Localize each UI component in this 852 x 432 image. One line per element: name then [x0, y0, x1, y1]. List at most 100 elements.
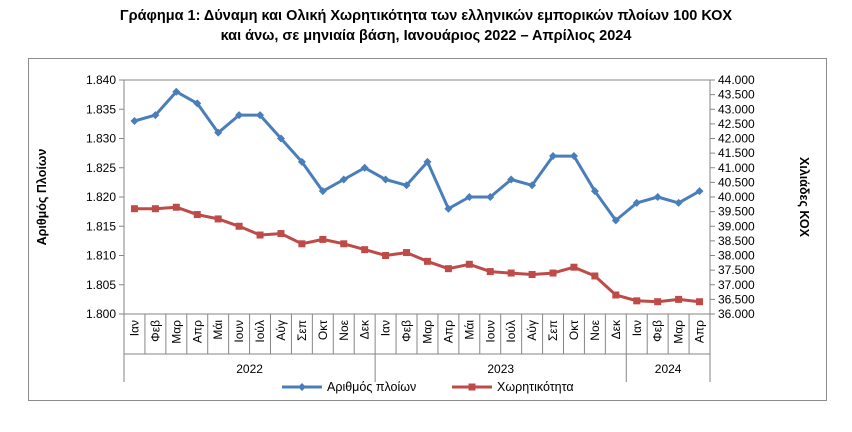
y2-tick-label: 38.500 [718, 234, 755, 248]
x-tick-label: Ιουν [483, 320, 497, 343]
y-tick-label: 1.835 [86, 102, 116, 116]
x-tick-label: Δεκ [358, 319, 372, 339]
series-2-point [675, 295, 683, 303]
y2-tick-label: 41.500 [718, 146, 755, 160]
x-tick-label: Δεκ [609, 319, 623, 339]
y2-tick-label: 36.500 [718, 292, 755, 306]
series-2-point [570, 263, 578, 271]
x-tick-label: Νοε [337, 319, 351, 340]
series-1-point [172, 87, 181, 96]
series-1-point [674, 198, 683, 207]
x-tick-label: Οκτ [316, 320, 330, 340]
x-tick-label: Αύγ [274, 320, 288, 341]
series-1-point [339, 175, 348, 184]
series-1-point [528, 181, 537, 190]
x-tick-label: Απρ [693, 320, 707, 343]
series-1-point [632, 198, 641, 207]
series-1-point [318, 187, 327, 196]
y-tick-label: 1.825 [86, 161, 116, 175]
series-1-point [360, 163, 369, 172]
y-axis-title: Αριθμός Πλοίων [35, 149, 49, 246]
series-2-point [612, 291, 620, 299]
series-2-point [465, 260, 473, 268]
chart-title-line-2: και άνω, σε μηνιαία βάση, Ιανουάριος 202… [220, 28, 632, 44]
chart-title: Γράφημα 1: Δύναμη και Ολική Χωρητικότητα… [0, 6, 852, 46]
y2-tick-label: 39.500 [718, 205, 755, 219]
series-2-point [298, 240, 306, 248]
y-tick-label: 1.815 [86, 219, 116, 233]
series-1-point [276, 134, 285, 143]
series-2-point [151, 205, 159, 213]
series-2-point [507, 269, 515, 277]
series-1-point [611, 216, 620, 225]
series-2-point [130, 205, 138, 213]
y-tick-label: 1.800 [86, 307, 116, 321]
series-2-point [193, 211, 201, 219]
series-2-point [549, 269, 557, 277]
series-1-point [381, 175, 390, 184]
series-1-point [235, 111, 244, 120]
y2-tick-label: 41.000 [718, 161, 755, 175]
year-label: 2022 [236, 362, 263, 376]
series-1-point [590, 187, 599, 196]
legend-label-1: Αριθμός πλοίων [327, 380, 416, 394]
series-1-point [465, 193, 474, 201]
x-tick-label: Μαρ [420, 320, 434, 344]
y2-tick-label: 40.000 [718, 190, 755, 204]
series-2-point [654, 298, 662, 306]
series-1-point [569, 152, 578, 161]
y2-tick-label: 42.000 [718, 132, 755, 146]
x-tick-label: Ιαν [127, 320, 141, 336]
series-2-point [340, 240, 348, 248]
x-tick-label: Φεβ [651, 320, 665, 342]
series-2-point [172, 203, 180, 211]
series-2-point [633, 297, 641, 305]
y2-tick-label: 38.000 [718, 249, 755, 263]
series-1-point [402, 181, 411, 190]
x-tick-label: Σεπ [295, 320, 309, 341]
y-tick-label: 1.810 [86, 249, 116, 263]
series-1-point [130, 116, 139, 125]
series-1-point [653, 193, 662, 201]
series-2-point [423, 257, 431, 265]
series-2-point [235, 222, 243, 230]
x-tick-label: Μάι [211, 320, 225, 340]
series-2-point [591, 272, 599, 280]
y-tick-label: 1.830 [86, 132, 116, 146]
series-1-point [507, 175, 516, 184]
series-1-point [486, 193, 495, 201]
series-1-point [444, 204, 453, 213]
series-2-point [696, 298, 704, 306]
series-1-point [151, 111, 160, 120]
series-2-point [403, 249, 411, 257]
y2-tick-label: 39.000 [718, 219, 755, 233]
x-tick-label: Φεβ [400, 320, 414, 342]
x-tick-label: Μάι [462, 320, 476, 340]
x-tick-label: Μαρ [169, 320, 183, 344]
y2-tick-label: 43.500 [718, 88, 755, 102]
series-2-point [361, 246, 369, 254]
series-1-point [695, 187, 704, 196]
x-tick-label: Νοε [588, 319, 602, 340]
year-label: 2024 [655, 362, 682, 376]
x-tick-label: Οκτ [567, 320, 581, 340]
plot-area [123, 79, 711, 315]
y2-tick-label: 40.500 [718, 175, 755, 189]
series-1-point [193, 99, 202, 108]
x-tick-label: Μαρ [672, 320, 686, 344]
series-2-point [382, 252, 390, 259]
x-tick-label: Ιαν [379, 320, 393, 336]
y2-tick-label: 36.000 [718, 307, 755, 321]
y2-tick-label: 42.500 [718, 117, 755, 131]
series-2-point [486, 268, 494, 276]
x-tick-label: Σεπ [546, 320, 560, 341]
series-2-point [277, 230, 285, 238]
x-tick-label: Αύγ [525, 320, 539, 341]
y2-tick-label: 37.000 [718, 278, 755, 292]
series-line-2 [134, 205, 700, 304]
x-tick-label: Ιούλ [504, 320, 518, 343]
y-tick-label: 1.840 [86, 73, 116, 87]
y-tick-label: 1.805 [86, 278, 116, 292]
legend-label-2: Χωρητικότητα [497, 380, 574, 394]
